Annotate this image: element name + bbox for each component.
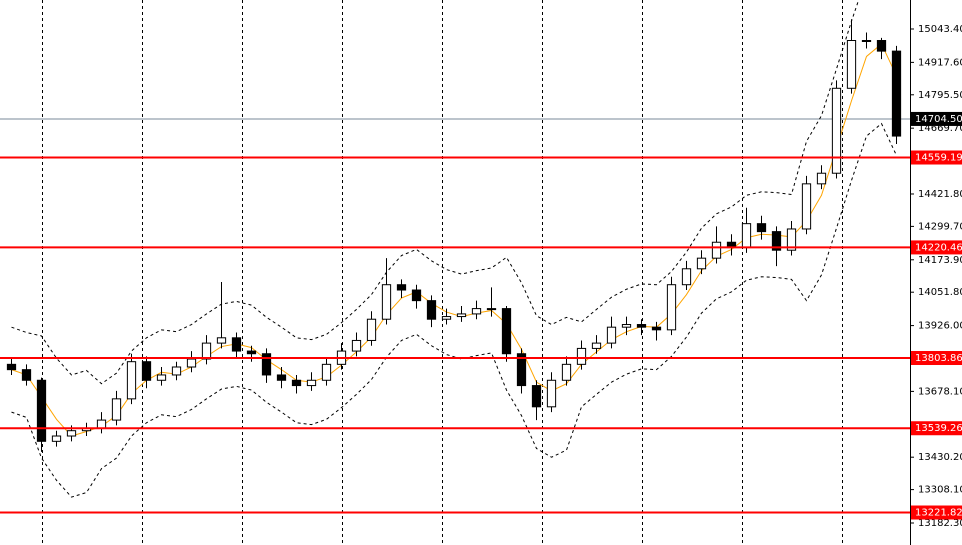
candle-body <box>6 363 17 371</box>
candle-body <box>186 358 197 368</box>
candle-body <box>486 308 497 311</box>
candle-body <box>771 231 782 251</box>
candle-body <box>501 308 512 355</box>
candle-body <box>261 353 272 376</box>
candle-body <box>441 316 452 320</box>
candle-body <box>141 361 152 381</box>
level-label-box <box>911 421 962 436</box>
level-label: 13221.82 <box>915 508 962 519</box>
candle-body <box>651 326 662 331</box>
candle-body <box>126 361 137 400</box>
y-tick-label: 13926.00 <box>918 321 962 332</box>
level-label: 13803.86 <box>915 353 962 364</box>
candle-body <box>891 50 902 137</box>
y-tick-label: 14669.70 <box>918 123 962 134</box>
candle-body <box>21 369 32 381</box>
candle-body <box>36 379 47 442</box>
candle-body <box>876 40 887 52</box>
candle-body <box>396 284 407 291</box>
candle-body <box>696 257 707 270</box>
level-label: 14220.46 <box>915 242 962 253</box>
candle-body <box>621 324 632 328</box>
candle-body <box>306 379 317 387</box>
candle-body <box>351 339 362 352</box>
candle-body <box>576 347 587 365</box>
candle-body <box>51 435 62 442</box>
indicator-line <box>11 0 860 385</box>
candle-body <box>666 284 677 331</box>
candle-body <box>741 223 752 249</box>
candle-body <box>831 87 842 174</box>
candle-body <box>711 241 722 259</box>
y-tick-label: 14173.90 <box>918 255 962 266</box>
candle-body <box>546 379 557 408</box>
level-label-box <box>911 351 962 366</box>
candle-body <box>171 366 182 376</box>
candle-body <box>756 223 767 233</box>
indicator-line <box>11 122 897 498</box>
candle-body <box>786 228 797 251</box>
level-label-box <box>911 240 962 255</box>
candle-body <box>96 419 107 429</box>
candle-body <box>681 268 692 286</box>
candle-body <box>111 398 122 421</box>
y-tick-label: 13678.10 <box>918 386 962 397</box>
y-tick-label: 14299.70 <box>918 221 962 232</box>
candle-body <box>801 183 812 230</box>
last-price-box <box>911 111 962 126</box>
y-tick-label: 14795.50 <box>918 90 962 101</box>
candle-body <box>411 289 422 302</box>
candle-body <box>591 342 602 349</box>
candle-body <box>456 313 467 318</box>
candle-body <box>816 172 827 185</box>
level-label-box <box>911 505 962 520</box>
y-tick-label: 14917.60 <box>918 57 962 68</box>
candle-body <box>861 40 872 43</box>
candle-body <box>516 353 527 387</box>
candle-body <box>846 40 857 89</box>
candle-body <box>276 374 287 381</box>
candle-body <box>246 350 257 355</box>
candle-body <box>531 385 542 408</box>
level-label: 13539.26 <box>915 423 962 434</box>
level-label: 14559.19 <box>915 153 962 164</box>
candle-body <box>66 430 77 437</box>
y-tick-label: 13182.30 <box>918 518 962 529</box>
candle-body <box>636 324 647 328</box>
y-tick-label: 14421.80 <box>918 189 962 200</box>
candle-body <box>216 337 227 344</box>
candle-body <box>291 379 302 387</box>
candle-body <box>561 363 572 381</box>
candle-body <box>201 342 212 360</box>
y-tick-label: 15043.40 <box>918 24 962 35</box>
candle-body <box>381 284 392 320</box>
candle-body <box>321 363 332 381</box>
candle-body <box>426 300 437 320</box>
candle-body <box>156 374 167 381</box>
y-tick-label: 13308.10 <box>918 485 962 496</box>
v-grid <box>42 0 843 545</box>
level-label-box <box>911 150 962 165</box>
candle-body <box>471 308 482 315</box>
y-tick-label: 14051.80 <box>918 287 962 298</box>
y-tick-label: 13430.20 <box>918 452 962 463</box>
last-price-label: 14704.50 <box>915 114 962 125</box>
candle-body <box>366 318 377 341</box>
candle-body <box>606 326 617 344</box>
candle-body <box>231 337 242 352</box>
